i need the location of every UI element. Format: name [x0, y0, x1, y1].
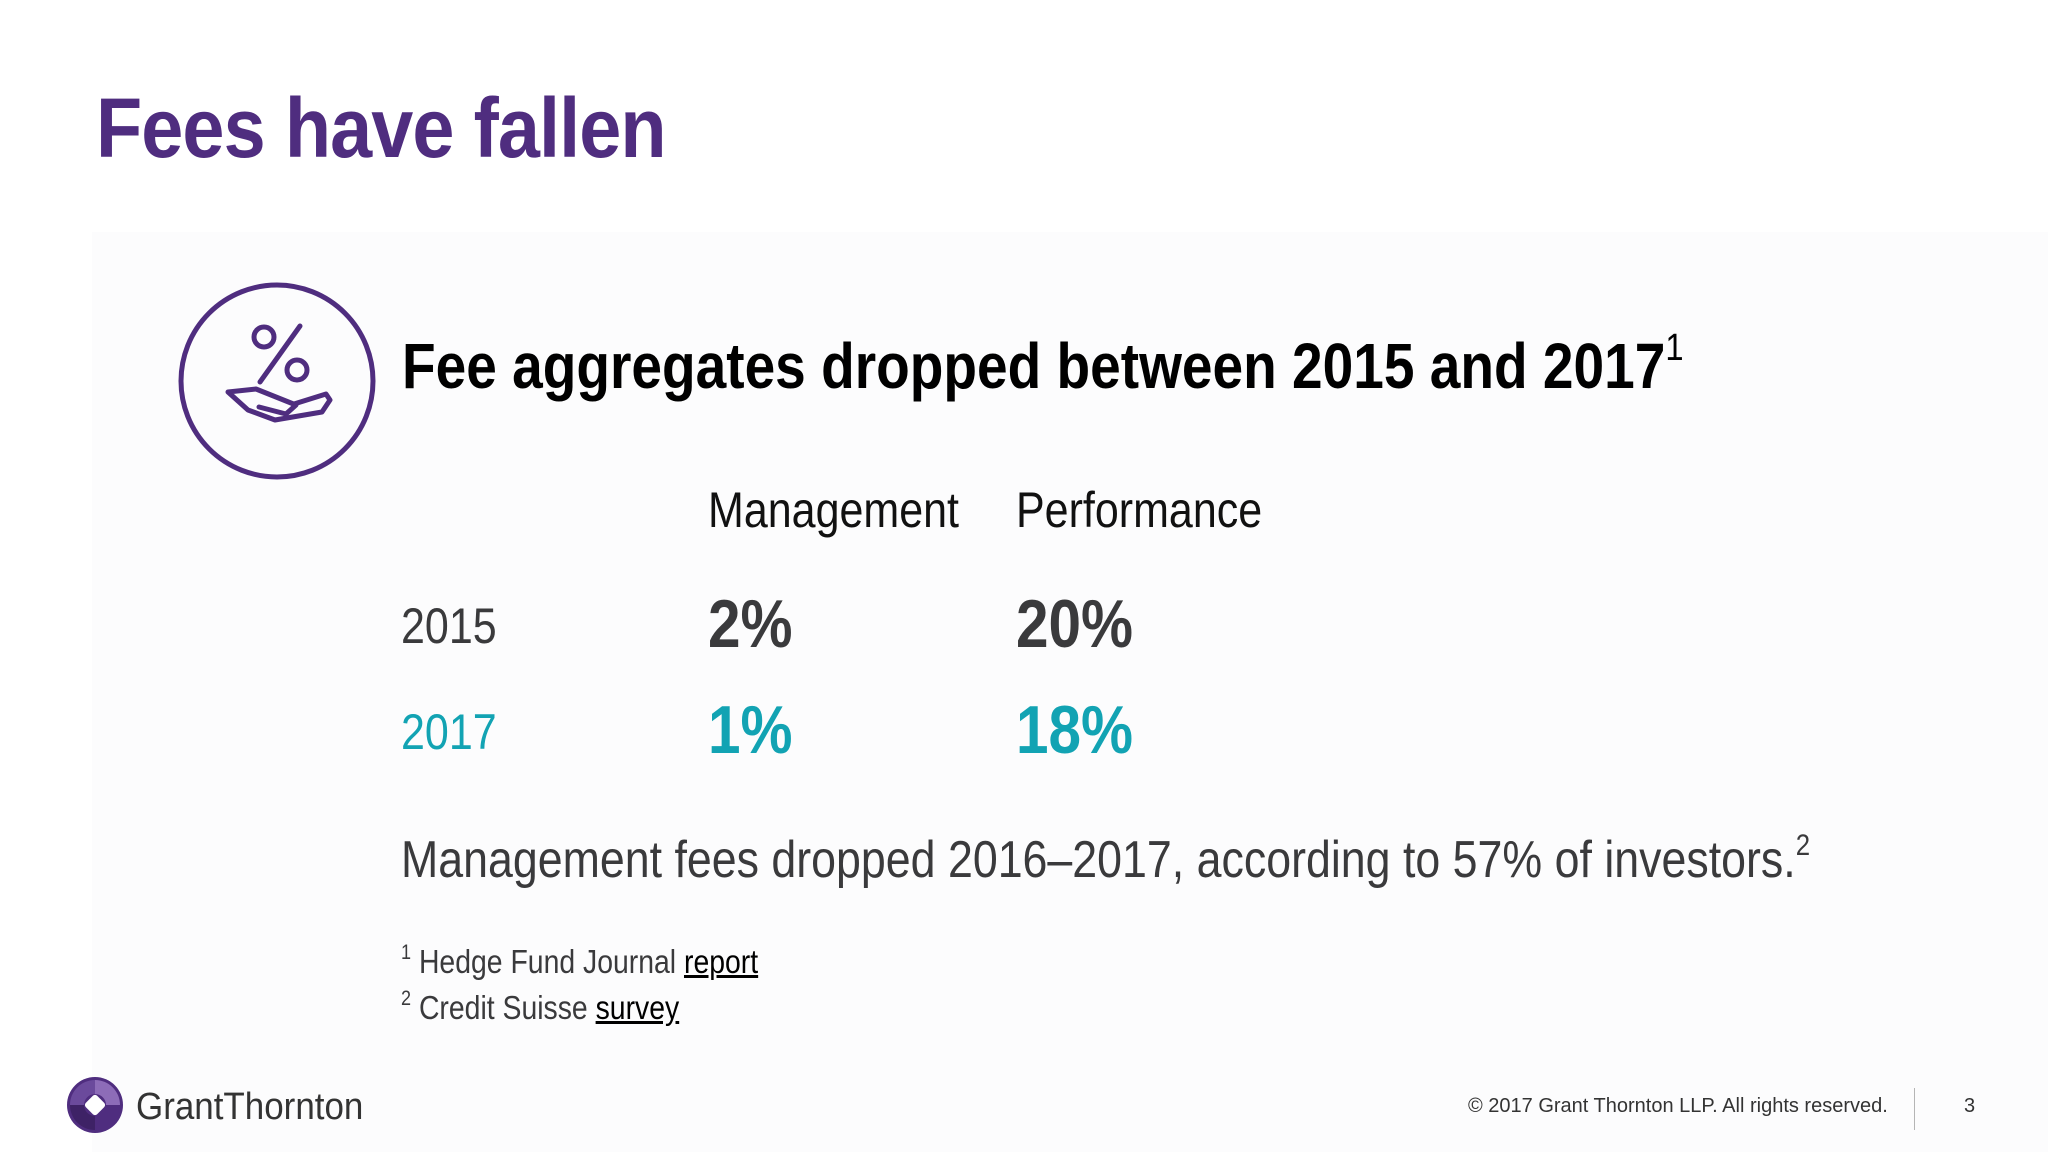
- subhead-footnote-ref: 1: [1665, 327, 1684, 369]
- percent-hand-icon: [178, 282, 376, 480]
- survey-link[interactable]: survey: [595, 989, 680, 1026]
- footnote-1: 1 Hedge Fund Journal report: [401, 940, 758, 984]
- row-year-2015: 2015: [401, 598, 497, 654]
- subhead: Fee aggregates dropped between 2015 and …: [402, 326, 1684, 406]
- footnote-2: 2 Credit Suisse survey: [401, 986, 679, 1030]
- column-header-management: Management: [708, 482, 959, 538]
- footnote-number: 2: [401, 987, 412, 1010]
- report-link[interactable]: report: [683, 943, 759, 980]
- management-fee-2017: 1%: [708, 692, 793, 768]
- grant-thornton-logo-icon: [67, 1077, 123, 1133]
- slide-title: Fees have fallen: [96, 81, 667, 175]
- investor-statement: Management fees dropped 2016–2017, accor…: [401, 826, 1810, 894]
- footnote-text: Hedge Fund Journal: [418, 943, 684, 980]
- content-panel: [92, 232, 2048, 1152]
- page-number: 3: [1964, 1095, 1976, 1117]
- column-header-performance: Performance: [1016, 482, 1263, 538]
- row-year-2017: 2017: [401, 704, 497, 760]
- performance-fee-2017: 18%: [1016, 692, 1134, 768]
- subhead-text: Fee aggregates dropped between 2015 and …: [402, 330, 1666, 402]
- statement-text: Management fees dropped 2016–2017, accor…: [401, 831, 1796, 889]
- management-fee-2015: 2%: [708, 586, 793, 662]
- performance-fee-2015: 20%: [1016, 586, 1134, 662]
- footnote-number: 1: [401, 941, 412, 964]
- footnote-text: Credit Suisse: [418, 989, 596, 1026]
- brand-name: GrantThornton: [136, 1086, 364, 1128]
- statement-footnote-ref: 2: [1795, 829, 1811, 862]
- copyright: © 2017 Grant Thornton LLP. All rights re…: [1468, 1095, 1888, 1117]
- footer-divider: [1914, 1088, 1915, 1130]
